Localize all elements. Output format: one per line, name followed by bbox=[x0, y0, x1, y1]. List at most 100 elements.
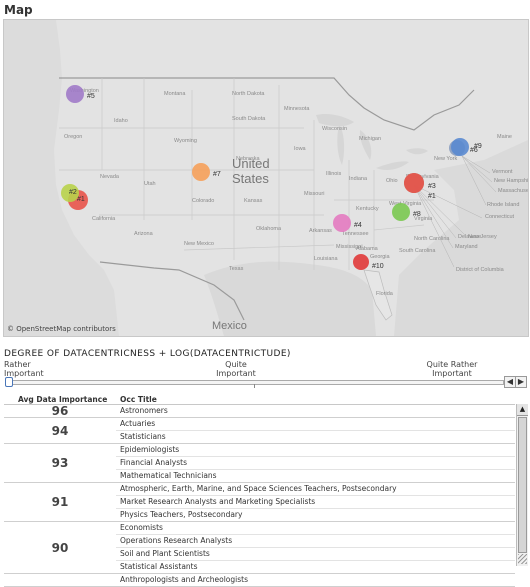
country-label-mexico: Mexico bbox=[212, 320, 247, 332]
chevron-right-icon: ▶ bbox=[517, 377, 525, 386]
table-row[interactable]: Statisticians bbox=[120, 432, 166, 441]
table-row[interactable]: Statistical Assistants bbox=[120, 562, 198, 571]
table-row[interactable]: Actuaries bbox=[116, 418, 515, 431]
occupation-list: Anthropologists and Archeologists bbox=[116, 574, 515, 586]
importance-value: 96 bbox=[51, 404, 69, 418]
florida-shape bbox=[363, 269, 393, 321]
state-label: Kentucky bbox=[356, 206, 379, 212]
map-markers[interactable]: #1#2#3#4#5#6#7#8#9#10#1 bbox=[61, 85, 482, 270]
chevron-up-icon: ▲ bbox=[519, 405, 526, 413]
table-row[interactable]: Economists bbox=[116, 522, 515, 535]
state-label: Rhode Island bbox=[487, 202, 519, 208]
slider-tick bbox=[254, 384, 255, 388]
map-marker[interactable] bbox=[66, 85, 84, 103]
state-label: New York bbox=[434, 156, 457, 162]
map-marker[interactable] bbox=[451, 138, 469, 156]
resize-grip-icon bbox=[518, 554, 527, 564]
marker-label: #4 bbox=[354, 222, 362, 229]
map-marker[interactable] bbox=[192, 163, 210, 181]
marker-label: #2 bbox=[69, 189, 77, 196]
table-row[interactable]: Mathematical Technicians bbox=[120, 471, 217, 480]
country-label-states: States bbox=[232, 171, 269, 186]
occupation-list: Economists Operations Research Analysts So… bbox=[116, 522, 515, 573]
us-map[interactable]: Washington Oregon Idaho Montana North Dakota… bbox=[4, 20, 528, 336]
state-label: Florida bbox=[376, 291, 394, 297]
table-scrollbar[interactable]: ▲ bbox=[516, 404, 528, 566]
chevron-left-icon: ◀ bbox=[506, 377, 514, 386]
state-label: New Mexico bbox=[184, 241, 214, 247]
importance-slider-handle[interactable] bbox=[5, 377, 13, 387]
marker-label: #7 bbox=[213, 171, 221, 178]
state-label: Alabama bbox=[356, 246, 379, 252]
column-header-importance[interactable]: Avg Data Importance bbox=[18, 395, 108, 404]
marker-label: #10 bbox=[372, 263, 384, 270]
state-boundaries bbox=[59, 78, 434, 270]
table-group: Anthropologists and Archeologists bbox=[4, 574, 515, 587]
gulf-of-mexico bbox=[204, 261, 376, 336]
state-label: South Carolina bbox=[399, 248, 436, 254]
importance-value: 91 bbox=[51, 495, 69, 509]
state-label: Utah bbox=[144, 181, 156, 187]
table-row[interactable]: Financial Analysts bbox=[116, 457, 515, 470]
scrollbar-thumb[interactable] bbox=[518, 417, 527, 553]
lake-ontario bbox=[406, 148, 428, 155]
state-label: Massachusetts bbox=[498, 188, 528, 194]
scroll-up-button[interactable]: ▲ bbox=[517, 404, 528, 416]
occupation-list: Astronomers bbox=[116, 405, 515, 417]
state-label: Connecticut bbox=[485, 214, 515, 220]
table-group: 96 Astronomers bbox=[4, 404, 515, 418]
table-row[interactable]: Physics Teachers, Postsecondary bbox=[120, 510, 243, 519]
slider-label-mid: Quite Important bbox=[216, 360, 256, 378]
map-marker[interactable] bbox=[61, 184, 79, 202]
state-label: Oregon bbox=[64, 134, 82, 140]
country-label-united: United bbox=[232, 156, 270, 171]
state-label: Iowa bbox=[294, 146, 307, 152]
table-row[interactable]: Epidemiologists bbox=[116, 444, 515, 457]
atlantic-ocean bbox=[394, 140, 528, 336]
importance-value bbox=[4, 574, 116, 586]
map-marker[interactable] bbox=[392, 203, 410, 221]
map-title: Map bbox=[4, 3, 33, 17]
state-label: Vermont bbox=[492, 169, 513, 175]
state-label: Nevada bbox=[100, 174, 120, 180]
state-label: Pennsylvania bbox=[406, 174, 440, 180]
table-row[interactable]: Astronomers bbox=[120, 406, 168, 415]
state-label: Mississippi bbox=[336, 244, 363, 250]
state-label: Georgia bbox=[370, 254, 391, 260]
state-label: North Carolina bbox=[414, 236, 450, 242]
state-label: New Jersey bbox=[468, 234, 497, 240]
table-row[interactable]: Soil and Plant Scientists bbox=[116, 548, 515, 561]
slider-label-left: Rather Important bbox=[4, 360, 44, 378]
lake-superior bbox=[316, 113, 354, 127]
column-header-occupation[interactable]: Occ Title bbox=[120, 395, 157, 404]
state-label: Montana bbox=[164, 91, 186, 97]
slider-label-right: Quite Rather Important bbox=[426, 360, 478, 378]
map-panel[interactable]: Washington Oregon Idaho Montana North Dakota… bbox=[3, 19, 529, 337]
state-label: New Hampshire bbox=[494, 178, 528, 184]
importance-slider-track[interactable] bbox=[8, 380, 504, 385]
occupation-table: 96 Astronomers 94 Actuaries Statisticians 93 E… bbox=[4, 404, 515, 587]
slider-next-button[interactable]: ▶ bbox=[515, 376, 527, 388]
header-divider bbox=[4, 404, 515, 405]
marker-label: #1 bbox=[77, 196, 85, 203]
table-group: 91 Atmospheric, Earth, Marine, and Space … bbox=[4, 483, 515, 522]
table-group: 93 Epidemiologists Financial Analysts Mathe… bbox=[4, 444, 515, 483]
state-label: Oklahoma bbox=[256, 226, 282, 232]
table-row[interactable]: Atmospheric, Earth, Marine, and Space Sc… bbox=[116, 483, 515, 496]
lake-michigan bbox=[337, 125, 345, 165]
marker-label: #9 bbox=[474, 143, 482, 150]
map-attribution: © OpenStreetMap contributors bbox=[7, 325, 116, 333]
marker-label: #5 bbox=[87, 93, 95, 100]
table-row[interactable]: Operations Research Analysts bbox=[116, 535, 515, 548]
state-label: Michigan bbox=[359, 136, 381, 142]
state-label: Delaware bbox=[458, 234, 481, 240]
state-label: Louisiana bbox=[314, 256, 338, 262]
map-marker[interactable] bbox=[333, 214, 351, 232]
state-label: Minnesota bbox=[284, 106, 310, 112]
table-row[interactable]: Anthropologists and Archeologists bbox=[120, 575, 248, 584]
table-row[interactable]: Market Research Analysts and Marketing S… bbox=[116, 496, 515, 509]
map-marker[interactable] bbox=[404, 173, 424, 193]
lake-erie bbox=[376, 161, 409, 170]
map-marker[interactable] bbox=[353, 254, 369, 270]
state-label: Missouri bbox=[304, 191, 324, 197]
